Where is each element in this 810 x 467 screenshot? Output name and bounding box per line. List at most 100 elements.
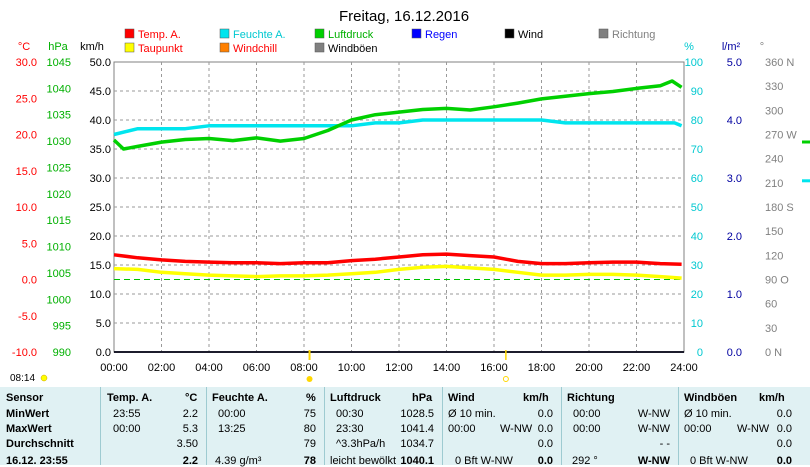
header-pressure-unit: hPa: [412, 392, 433, 404]
axes: °C 30.0 25.0 20.0 15.0 10.0 5.0 0.0 -5.0 -10.0 hPa…: [12, 41, 797, 374]
pressure-axis-tick: 1010: [47, 242, 71, 254]
header-temp-unit: °C: [185, 392, 198, 404]
current-humidity: 78: [303, 455, 316, 467]
wind-axis-tick: 20.0: [90, 231, 111, 243]
current-label: 16.12. 23:55: [6, 455, 68, 467]
wind-axis-tick: 30.0: [90, 173, 111, 185]
table-cell-pres-time: ^3.3hPa/h: [336, 438, 386, 450]
series-line-luftdruck: [112, 79, 683, 151]
legend-entry: Wind: [504, 28, 543, 41]
pressure-axis-tick: 1045: [47, 57, 71, 69]
humidity-axis-unit: %: [684, 41, 694, 53]
sun-icon: [40, 374, 48, 382]
time-axis-tick: 12:00: [385, 362, 413, 374]
pressure-axis-tick: 995: [53, 321, 71, 333]
table-cell-temp-val: 5.3: [182, 423, 198, 435]
wind-axis-tick: 35.0: [90, 144, 111, 156]
legend-swatch: [124, 28, 135, 39]
direction-axis-tick: 360 N: [765, 57, 794, 69]
series-line-feuchte-a: [113, 118, 683, 137]
wind-axis-tick: 0.0: [96, 347, 111, 359]
legend-label: Luftdruck: [328, 29, 374, 41]
header-sensor: Sensor: [6, 392, 44, 404]
series-line-temp-a: [113, 252, 682, 267]
current-temp: 2.2: [182, 455, 198, 467]
temp-axis-tick: -5.0: [18, 311, 37, 323]
pressure-axis-unit: hPa: [48, 41, 68, 53]
humidity-axis-tick: 30: [691, 260, 703, 272]
table-cell-hum-val: 75: [303, 408, 316, 420]
table-cell-dir-val: - -: [659, 438, 670, 450]
temp-axis-tick: 25.0: [16, 93, 37, 105]
series-line-taupunkt: [113, 264, 682, 280]
legend-label: Regen: [425, 29, 457, 41]
legend-swatch: [504, 28, 515, 39]
humidity-axis-tick: 90: [691, 86, 703, 98]
humidity-axis-tick: 10: [691, 318, 703, 330]
table-cell-gust-val: 0.0: [776, 423, 792, 435]
time-axis-tick: 06:00: [243, 362, 271, 374]
legend-swatch: [598, 28, 609, 39]
current-gusts: 0.0: [776, 455, 792, 467]
wind-axis-tick: 25.0: [90, 202, 111, 214]
temp-axis-unit: °C: [18, 41, 30, 53]
table-cell-pres-val: 1034.7: [400, 438, 434, 450]
weather-chart: Freitag, 16.12.2016 Temp. A. Feuchte A. Lu…: [10, 8, 810, 384]
table-cell-temp-val: 2.2: [182, 408, 198, 420]
sun-icon: [306, 376, 313, 382]
humidity-axis-tick: 50: [691, 202, 703, 214]
table-cell-pres-time: 23:30: [336, 423, 364, 435]
table-cell-wind-time: 00:00: [448, 423, 476, 435]
header-gusts-unit: km/h: [759, 392, 785, 404]
table-cell-dir-val: W-NW: [637, 408, 670, 420]
table-cell-wind-time: Ø 10 min.: [448, 408, 496, 420]
table-cell-temp-time: 00:00: [113, 423, 141, 435]
legend-swatch: [124, 42, 135, 53]
table-cell-dir-val: W-NW: [637, 423, 670, 435]
table-cell-gust-extra: W-NW: [737, 423, 770, 435]
header-pressure: Luftdruck: [330, 392, 381, 404]
pressure-axis-tick: 1015: [47, 215, 71, 227]
chart-title: Freitag, 16.12.2016: [339, 8, 469, 25]
direction-axis-unit: °: [760, 41, 764, 53]
legend-label: Windböen: [328, 43, 378, 55]
time-axis-tick: 04:00: [195, 362, 223, 374]
table-cell-wind-extra: W-NW: [500, 423, 533, 435]
pressure-axis-tick: 1035: [47, 110, 71, 122]
legend-entry: Richtung: [598, 28, 655, 41]
humidity-axis-tick: 80: [691, 115, 703, 127]
pressure-axis-tick: 1020: [47, 189, 71, 201]
humidity-axis-tick: 60: [691, 173, 703, 185]
wind-axis-tick: 5.0: [96, 318, 111, 330]
table-cell-gust-time: Ø 10 min.: [684, 408, 732, 420]
table-cell-hum-time: 13:25: [218, 423, 246, 435]
header-wind: Wind: [448, 392, 475, 404]
table-cell-pres-val: 1041.4: [400, 423, 434, 435]
current-wind: 0.0: [537, 455, 553, 467]
table-cell-hum-time: 00:00: [218, 408, 246, 420]
humidity-axis-tick: 100: [685, 57, 703, 69]
direction-axis-tick: 270 W: [765, 130, 797, 142]
direction-axis-tick: 210: [765, 178, 783, 190]
direction-axis-tick: 240: [765, 154, 783, 166]
time-axis-tick: 14:00: [433, 362, 461, 374]
temp-axis-tick: 10.0: [16, 202, 37, 214]
current-gusts-extra: 0 Bft W-NW: [690, 455, 748, 467]
legend-entry: Taupunkt: [124, 42, 183, 55]
direction-axis-tick: 150: [765, 226, 783, 238]
table-cell-wind-val: 0.0: [537, 423, 553, 435]
grid: [113, 61, 685, 353]
header-humidity: Feuchte A.: [212, 392, 268, 404]
legend-label: Richtung: [612, 29, 655, 41]
rain-axis-unit: l/m²: [722, 41, 741, 53]
current-pressure: 1040.1: [400, 455, 434, 467]
table-cell-hum-val: 80: [303, 423, 316, 435]
current-wind-extra: 0 Bft W-NW: [455, 455, 513, 467]
wind-axis-tick: 10.0: [90, 289, 111, 301]
header-direction: Richtung: [567, 392, 615, 404]
current-pressure-extra: leicht bewölkt: [330, 455, 397, 467]
temp-axis-tick: 5.0: [22, 238, 37, 250]
pressure-axis-tick: 1005: [47, 268, 71, 280]
table-cell-label: MaxWert: [6, 423, 52, 435]
